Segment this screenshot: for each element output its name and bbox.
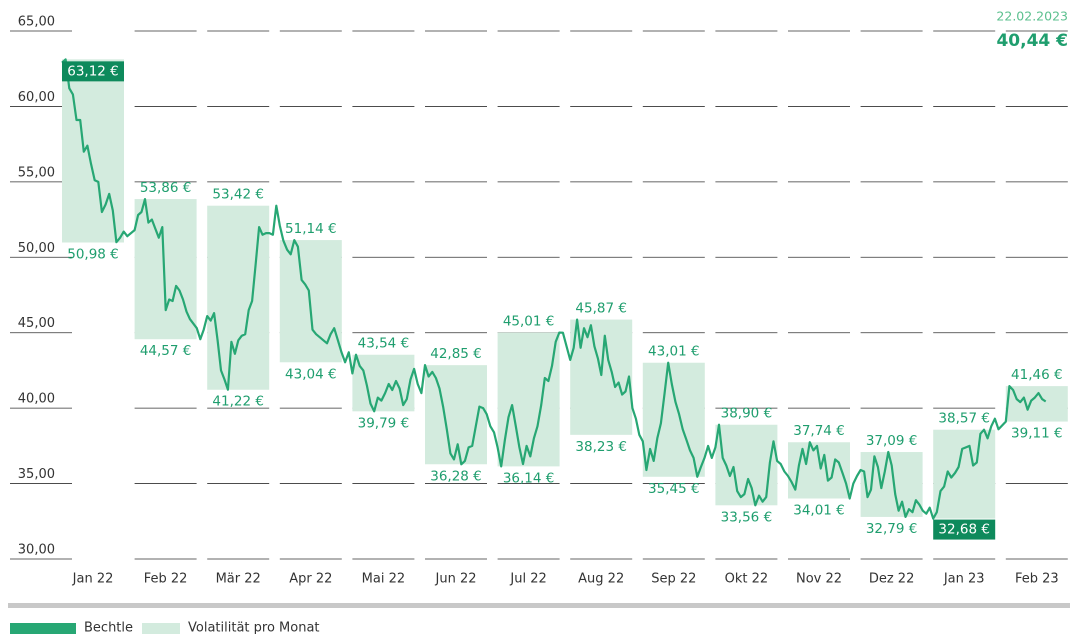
volatility-box — [933, 429, 996, 519]
value-label: 32,68 € — [938, 522, 990, 538]
value-label: 50,98 € — [67, 247, 119, 263]
x-tick-label: Mär 22 — [216, 572, 261, 587]
value-label: 39,79 € — [358, 415, 410, 431]
x-tick-label: Feb 22 — [144, 572, 188, 587]
x-tick-label: Apr 22 — [289, 572, 332, 587]
x-tick-label: Okt 22 — [725, 572, 769, 587]
x-tick-label: Aug 22 — [578, 572, 624, 587]
date: 22.02.2023 — [996, 9, 1068, 24]
value-label: 33,56 € — [721, 509, 773, 525]
x-tick-label: Dez 22 — [869, 572, 915, 587]
y-tick-label: 65,00 — [18, 15, 55, 30]
x-tick-label: Mai 22 — [362, 572, 405, 587]
value-label: 45,01 € — [503, 314, 555, 330]
legend-label: Volatilität pro Monat — [188, 621, 320, 634]
x-tick-label: Jan 23 — [943, 572, 985, 587]
value-label: 36,28 € — [430, 468, 482, 484]
x-tick-label: Nov 22 — [796, 572, 842, 587]
value-label: 39,11 € — [1011, 426, 1063, 442]
y-tick-label: 60,00 — [18, 90, 55, 105]
volatility-box — [62, 59, 124, 243]
legend-swatch — [10, 623, 76, 634]
value-label: 43,04 € — [285, 366, 337, 382]
y-tick-label: 45,00 — [18, 316, 55, 331]
value-label: 51,14 € — [285, 221, 337, 237]
value-label: 38,23 € — [575, 439, 627, 455]
value-label: 37,74 € — [793, 423, 845, 439]
value-label: 37,09 € — [866, 433, 918, 449]
x-tick-label: Jun 22 — [435, 572, 477, 587]
value-label: 53,86 € — [140, 180, 192, 196]
value-label: 38,57 € — [938, 411, 990, 427]
volatility-box — [1005, 386, 1068, 422]
value-label: 43,01 € — [648, 344, 700, 360]
x-tick-label: Jul 22 — [509, 572, 546, 587]
value-label: 45,87 € — [575, 301, 627, 317]
last-price: 40,44 € — [996, 31, 1068, 51]
value-label: 34,01 € — [793, 503, 845, 519]
value-label: 32,79 € — [866, 521, 918, 537]
y-tick-label: 35,00 — [18, 467, 55, 482]
value-label: 53,42 € — [212, 187, 264, 203]
value-label: 42,85 € — [430, 346, 482, 362]
legend-label: Bechtle — [84, 621, 133, 634]
value-label: 38,90 € — [721, 406, 773, 422]
value-label: 41,22 € — [212, 394, 264, 410]
value-label: 43,54 € — [358, 336, 410, 352]
volatility-box — [207, 205, 270, 390]
highlight-label-bg — [62, 61, 124, 82]
y-tick-label: 50,00 — [18, 241, 55, 256]
separator — [8, 603, 1070, 608]
x-tick-label: Jan 22 — [72, 572, 114, 587]
price-line — [61, 58, 1047, 520]
legend-swatch — [142, 623, 180, 634]
y-tick-label: 40,00 — [18, 392, 55, 407]
y-tick-label: 55,00 — [18, 165, 55, 180]
x-tick-label: Sep 22 — [651, 572, 696, 587]
value-label: 36,14 € — [503, 470, 555, 486]
x-tick-label: Feb 23 — [1015, 572, 1059, 587]
volatility-box — [715, 424, 778, 506]
value-label: 44,57 € — [140, 343, 192, 359]
volatility-box — [642, 362, 705, 477]
value-label: 41,46 € — [1011, 367, 1063, 383]
value-label: 63,12 € — [67, 63, 119, 79]
highlight-label-bg — [933, 519, 996, 540]
value-label: 35,45 € — [648, 481, 700, 497]
volatility-box — [497, 332, 560, 467]
volatility-box — [134, 199, 197, 340]
y-tick-label: 30,00 — [18, 543, 55, 558]
